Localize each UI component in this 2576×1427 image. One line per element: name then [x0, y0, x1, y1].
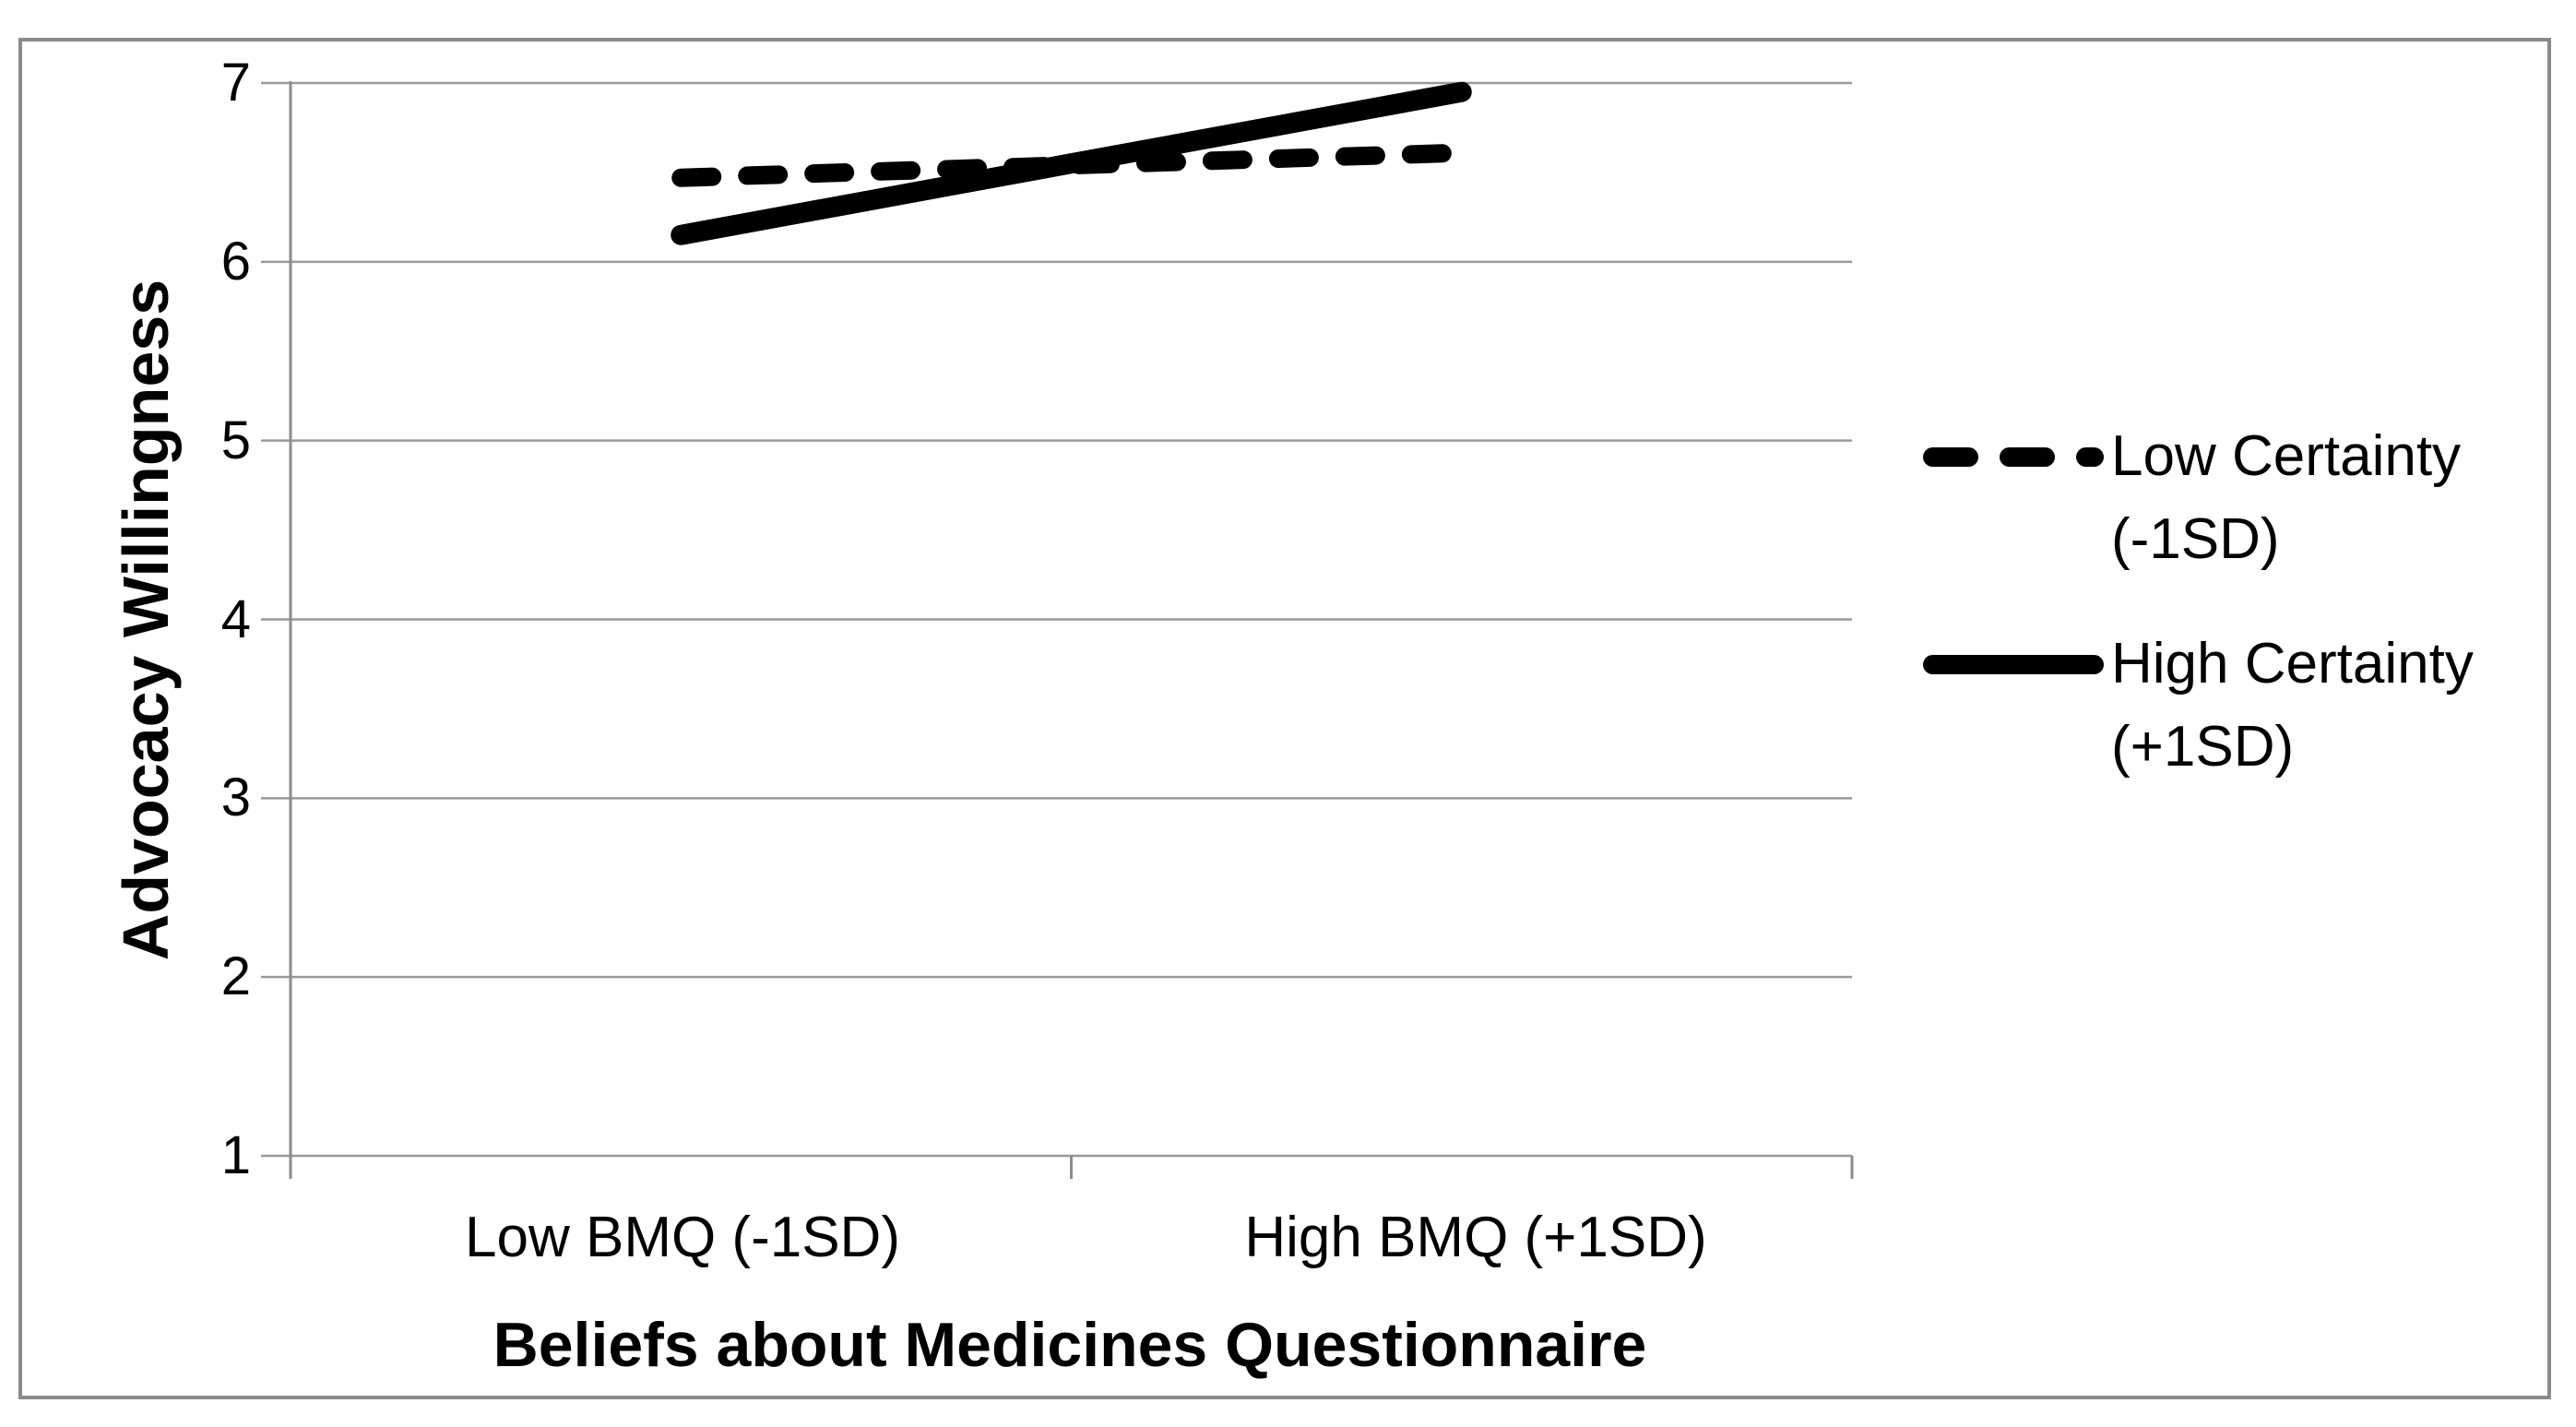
y-tick-label-2: 2 [220, 946, 251, 1007]
solid-segment [1923, 654, 2104, 674]
y-axis-title: Advocacy Willingness [110, 279, 182, 961]
legend-label-line1: High Certainty [2111, 632, 2474, 696]
x-category-label-high-bmq: High BMQ (+1SD) [1244, 1206, 1707, 1269]
x-axis-title: Beliefs about Medicines Questionnaire [493, 1310, 1647, 1380]
dash-segment [2076, 446, 2104, 467]
y-tick-label-4: 4 [220, 589, 251, 649]
series-line-low-certainty-1sd [671, 143, 1471, 187]
legend-entry-high-certainty: High Certainty (+1SD) [1923, 623, 2474, 789]
y-tick-label-1: 1 [220, 1125, 251, 1185]
dash-segment [1923, 446, 1978, 467]
legend-label-line1: Low Certainty [2111, 424, 2462, 488]
legend-label-line2: (+1SD) [2111, 715, 2295, 779]
y-tick-label-5: 5 [220, 410, 251, 470]
y-tick-label-6: 6 [220, 231, 251, 291]
figure-border [18, 38, 2551, 1399]
y-tick-label-3: 3 [220, 767, 251, 828]
x-category-label-low-bmq: Low BMQ (-1SD) [465, 1206, 900, 1269]
legend: Low Certainty (-1SD) High Certainty (+1S… [1923, 415, 2474, 789]
y-tick-label-7: 7 [220, 53, 251, 113]
solid-line-swatch-icon [1923, 654, 2104, 674]
legend-label-high-certainty: High Certainty (+1SD) [2111, 623, 2474, 789]
legend-entry-low-certainty: Low Certainty (-1SD) [1923, 415, 2474, 581]
dash-segment [2000, 446, 2055, 467]
legend-label-line2: (-1SD) [2111, 507, 2280, 571]
legend-label-low-certainty: Low Certainty (-1SD) [2111, 415, 2461, 581]
dashed-line-swatch-icon [1923, 446, 2104, 467]
